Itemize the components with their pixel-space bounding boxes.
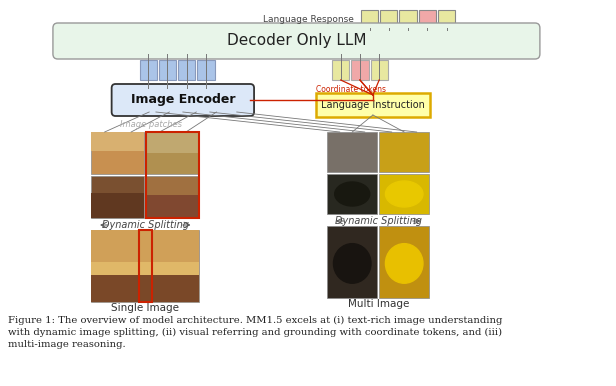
Bar [91,262,199,280]
Bar [140,60,157,80]
Bar [327,132,377,172]
FancyBboxPatch shape [111,84,254,116]
Text: Dynamic Splitting: Dynamic Splitting [102,220,189,230]
Ellipse shape [334,182,370,206]
Bar [399,10,416,30]
Bar [146,132,199,218]
Bar [351,60,368,80]
Text: Language Instruction: Language Instruction [321,100,425,110]
Bar [91,230,199,262]
Text: Dynamic Splitting: Dynamic Splitting [334,216,422,226]
Bar [91,176,144,218]
Bar [370,60,388,80]
Text: Multi Image: Multi Image [347,299,409,309]
Bar [146,153,199,174]
Bar [361,10,378,30]
Text: Decoder Only LLM: Decoder Only LLM [227,34,366,49]
Text: Single Image: Single Image [111,303,179,313]
Bar [91,193,144,218]
Bar [197,60,214,80]
Text: Language Response: Language Response [263,15,354,24]
FancyBboxPatch shape [53,23,540,59]
Ellipse shape [386,181,423,207]
Bar [332,60,349,80]
Bar [91,132,144,174]
Bar [91,132,144,151]
Bar [178,60,195,80]
Bar [419,10,436,30]
Text: Coordinate tokens: Coordinate tokens [316,86,386,95]
Ellipse shape [333,244,371,283]
Bar [327,226,377,298]
Bar [91,230,199,302]
Bar [159,60,176,80]
Ellipse shape [386,244,423,283]
Bar [438,10,455,30]
Bar [139,230,152,302]
Bar [146,195,199,218]
Bar [146,132,199,174]
Bar [146,176,199,218]
Bar [379,226,429,298]
Text: Image Encoder: Image Encoder [131,93,235,107]
Text: Figure 1: The overview of model architecture. MM1.5 excels at (i) text-rich imag: Figure 1: The overview of model architec… [7,316,502,349]
FancyBboxPatch shape [315,93,430,117]
Bar [91,275,199,302]
Bar [379,174,429,214]
Bar [327,174,377,214]
Bar [380,10,397,30]
Text: Image patches: Image patches [120,120,182,129]
Bar [379,132,429,172]
